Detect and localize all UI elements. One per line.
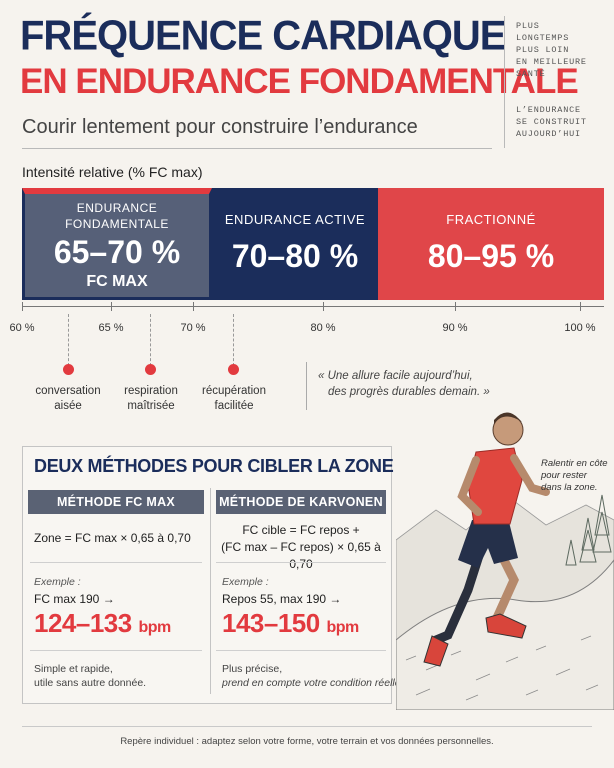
scale-tick bbox=[111, 302, 112, 311]
method-rule bbox=[216, 650, 386, 651]
scale-tick-label: 70 % bbox=[180, 322, 206, 334]
side-note-bottom: L’ENDURANCE SE CONSTRUIT AUJOURD’HUI bbox=[516, 104, 606, 140]
methods-divider bbox=[210, 488, 211, 694]
scale-tick bbox=[455, 302, 456, 311]
quote-line: « Une allure facile aujourd’hui, bbox=[318, 370, 473, 382]
side-note-line: SANTÉ bbox=[516, 69, 546, 79]
zone-fractionne: FRACTIONNÉ 80–95 % bbox=[378, 188, 604, 300]
title-line-1: FRÉQUENCE CARDIAQUE bbox=[20, 12, 506, 60]
note-marker bbox=[145, 364, 156, 375]
scale-tick bbox=[193, 302, 194, 311]
scale-tick-label: 65 % bbox=[98, 322, 124, 334]
note-line: pour rester bbox=[541, 470, 587, 481]
zone-value: 80–95 % bbox=[427, 238, 555, 274]
subtitle: Courir lentement pour construire l’endur… bbox=[22, 116, 418, 138]
result-unit: bpm bbox=[326, 619, 359, 636]
note-connector bbox=[233, 314, 234, 366]
zone-name: FONDAMENTALE bbox=[65, 216, 169, 231]
scale-tick bbox=[22, 302, 23, 311]
formula-line: FC cible = FC repos + bbox=[242, 523, 360, 537]
note-line: utile sans autre donnée. bbox=[34, 677, 147, 689]
zone-name: FRACTIONNÉ bbox=[446, 212, 536, 227]
title-line-2: EN ENDURANCE FONDAMENTALE bbox=[20, 62, 579, 101]
illustration-note: Ralentir en côte pour rester dans la zon… bbox=[541, 458, 611, 494]
zone-name: ENDURANCE bbox=[76, 200, 158, 215]
note-line: respiration bbox=[124, 385, 178, 397]
method-karvonen-formula: FC cible = FC repos + (FC max – FC repos… bbox=[216, 522, 386, 573]
result-value: 124–133 bbox=[34, 608, 132, 638]
note-line: Plus précise, bbox=[222, 663, 283, 675]
formula-line: (FC max – FC repos) × 0,65 à 0,70 bbox=[221, 540, 381, 571]
note-line: Ralentir en côte bbox=[541, 458, 608, 469]
side-note-line: AUJOURD’HUI bbox=[516, 129, 581, 139]
note-connector bbox=[150, 314, 151, 366]
footer-note: Repère individuel : adaptez selon votre … bbox=[120, 736, 494, 747]
side-note-line: PLUS LOIN bbox=[516, 45, 570, 55]
note-line: dans la zone. bbox=[541, 482, 598, 493]
runner-illustration bbox=[396, 412, 614, 710]
method-fcmax-example: FC max 190 → bbox=[34, 592, 115, 606]
method-karvonen-example: Repos 55, max 190 → bbox=[222, 592, 342, 606]
zone-sub: FC MAX bbox=[86, 272, 148, 290]
side-note-line: SE CONSTRUIT bbox=[516, 117, 587, 127]
note-line: prend en compte votre condition réelle. bbox=[222, 677, 404, 689]
scale-tick bbox=[580, 302, 581, 311]
scale-tick-label: 80 % bbox=[310, 322, 336, 334]
quote-line: des progrès durables demain. » bbox=[328, 386, 490, 398]
zone-value: 65–70 % bbox=[53, 233, 181, 270]
method-karvonen-example-label: Exemple : bbox=[222, 576, 269, 588]
intensity-label: Intensité relative (% FC max) bbox=[22, 164, 203, 180]
side-note-line: PLUS bbox=[516, 21, 540, 31]
zone-value: 70–80 % bbox=[231, 238, 359, 274]
methods-title: DEUX MÉTHODES POUR CIBLER LA ZONE bbox=[34, 456, 394, 476]
methods-box bbox=[22, 446, 392, 704]
quote: « Une allure facile aujourd’hui, des pro… bbox=[318, 368, 608, 400]
method-rule bbox=[30, 562, 202, 563]
header-divider bbox=[22, 148, 492, 149]
note-line: facilitée bbox=[214, 400, 254, 412]
method-fcmax-note: Simple et rapide, utile sans autre donné… bbox=[34, 662, 146, 690]
side-divider bbox=[504, 16, 505, 148]
method-rule bbox=[216, 562, 386, 563]
method-karvonen-note: Plus précise, prend en compte votre cond… bbox=[222, 662, 404, 690]
note-marker bbox=[228, 364, 239, 375]
method-rule bbox=[30, 650, 202, 651]
scale-tick-label: 100 % bbox=[564, 322, 596, 334]
method-fcmax-header: MÉTHODE FC MAX bbox=[28, 490, 204, 514]
note-recuperation: récupération facilitée bbox=[202, 384, 266, 414]
method-fcmax-result: 124–133 bpm bbox=[34, 608, 171, 639]
result-unit: bpm bbox=[138, 619, 171, 636]
note-line: conversation bbox=[35, 385, 101, 397]
note-line: Simple et rapide, bbox=[34, 663, 113, 675]
zone-endurance-active: ENDURANCE ACTIVE 70–80 % bbox=[212, 188, 378, 300]
zone-name: ENDURANCE ACTIVE bbox=[224, 212, 366, 227]
note-line: récupération bbox=[202, 385, 266, 397]
method-fcmax-formula: Zone = FC max × 0,65 à 0,70 bbox=[34, 531, 191, 545]
method-karvonen-header: MÉTHODE DE KARVONEN bbox=[216, 490, 386, 514]
method-fcmax-example-label: Exemple : bbox=[34, 576, 81, 588]
side-note-top: PLUS LONGTEMPS PLUS LOIN EN MEILLEURE SA… bbox=[516, 20, 606, 80]
note-connector bbox=[68, 314, 69, 366]
scale-axis bbox=[22, 306, 604, 307]
scale-tick-label: 60 % bbox=[9, 322, 35, 334]
note-marker bbox=[63, 364, 74, 375]
result-value: 143–150 bbox=[222, 608, 320, 638]
note-respiration: respiration maîtrisée bbox=[124, 384, 178, 414]
method-karvonen-result: 143–150 bpm bbox=[222, 608, 359, 639]
scale-tick bbox=[323, 302, 324, 311]
footer-divider bbox=[22, 726, 592, 727]
side-note-line: LONGTEMPS bbox=[516, 33, 570, 43]
scale-tick-label: 90 % bbox=[442, 322, 468, 334]
zone-endurance-fondamentale: ENDURANCE FONDAMENTALE 65–70 % FC MAX bbox=[22, 188, 212, 300]
note-conversation: conversation aisée bbox=[35, 384, 100, 414]
side-note-line: EN MEILLEURE bbox=[516, 57, 587, 67]
side-note-line: L’ENDURANCE bbox=[516, 105, 581, 115]
quote-divider bbox=[306, 362, 307, 410]
note-line: maîtrisée bbox=[127, 400, 175, 412]
note-line: aisée bbox=[54, 400, 82, 412]
